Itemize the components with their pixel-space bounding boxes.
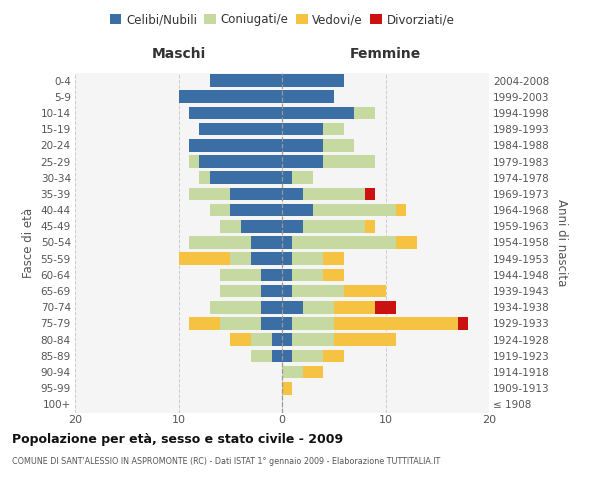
Bar [199, 155, 282, 168]
Bar [209, 301, 262, 314]
Bar [292, 285, 344, 298]
Bar [282, 172, 292, 184]
Bar [292, 252, 323, 265]
Bar [262, 301, 282, 314]
Bar [292, 334, 334, 346]
Bar [303, 220, 365, 232]
Bar [334, 301, 375, 314]
Bar [282, 301, 303, 314]
Bar [179, 90, 282, 103]
Bar [303, 301, 334, 314]
Bar [262, 268, 282, 281]
Bar [220, 317, 262, 330]
Bar [282, 317, 292, 330]
Bar [282, 74, 344, 87]
Bar [323, 123, 344, 136]
Bar [199, 172, 209, 184]
Bar [262, 317, 282, 330]
Bar [230, 204, 282, 216]
Bar [344, 285, 386, 298]
Bar [303, 366, 323, 378]
Bar [355, 106, 375, 120]
Bar [179, 252, 230, 265]
Bar [292, 268, 323, 281]
Bar [189, 317, 220, 330]
Bar [189, 188, 230, 200]
Bar [292, 236, 396, 249]
Bar [323, 350, 344, 362]
Bar [251, 252, 282, 265]
Bar [323, 268, 344, 281]
Bar [323, 252, 344, 265]
Bar [396, 236, 416, 249]
Bar [282, 334, 292, 346]
Bar [189, 155, 199, 168]
Bar [282, 155, 323, 168]
Text: COMUNE DI SANT'ALESSIO IN ASPROMONTE (RC) - Dati ISTAT 1° gennaio 2009 - Elabora: COMUNE DI SANT'ALESSIO IN ASPROMONTE (RC… [12, 458, 440, 466]
Bar [282, 123, 323, 136]
Bar [282, 139, 323, 151]
Bar [251, 350, 272, 362]
Bar [334, 334, 396, 346]
Bar [189, 106, 282, 120]
Bar [220, 285, 262, 298]
Bar [262, 285, 282, 298]
Bar [230, 252, 251, 265]
Bar [458, 317, 469, 330]
Bar [241, 220, 282, 232]
Bar [282, 204, 313, 216]
Text: Popolazione per età, sesso e stato civile - 2009: Popolazione per età, sesso e stato civil… [12, 432, 343, 446]
Bar [282, 285, 292, 298]
Bar [230, 188, 282, 200]
Bar [209, 204, 230, 216]
Bar [323, 155, 375, 168]
Y-axis label: Fasce di età: Fasce di età [22, 208, 35, 278]
Bar [396, 204, 406, 216]
Bar [251, 334, 272, 346]
Bar [375, 301, 396, 314]
Bar [282, 188, 303, 200]
Bar [303, 188, 365, 200]
Bar [282, 382, 292, 394]
Bar [282, 220, 303, 232]
Bar [220, 268, 262, 281]
Text: Femmine: Femmine [350, 47, 421, 61]
Bar [251, 236, 282, 249]
Bar [334, 317, 458, 330]
Bar [189, 139, 282, 151]
Bar [282, 366, 303, 378]
Bar [209, 172, 282, 184]
Bar [365, 188, 375, 200]
Bar [365, 220, 375, 232]
Bar [199, 123, 282, 136]
Bar [313, 204, 396, 216]
Bar [282, 252, 292, 265]
Bar [292, 317, 334, 330]
Bar [272, 350, 282, 362]
Bar [282, 268, 292, 281]
Bar [282, 350, 292, 362]
Bar [220, 220, 241, 232]
Bar [292, 350, 323, 362]
Text: Maschi: Maschi [151, 47, 206, 61]
Bar [189, 236, 251, 249]
Y-axis label: Anni di nascita: Anni di nascita [555, 199, 568, 286]
Bar [272, 334, 282, 346]
Bar [292, 172, 313, 184]
Bar [209, 74, 282, 87]
Bar [282, 236, 292, 249]
Bar [282, 106, 355, 120]
Bar [282, 90, 334, 103]
Bar [230, 334, 251, 346]
Legend: Celibi/Nubili, Coniugati/e, Vedovi/e, Divorziati/e: Celibi/Nubili, Coniugati/e, Vedovi/e, Di… [105, 8, 459, 31]
Bar [323, 139, 355, 151]
